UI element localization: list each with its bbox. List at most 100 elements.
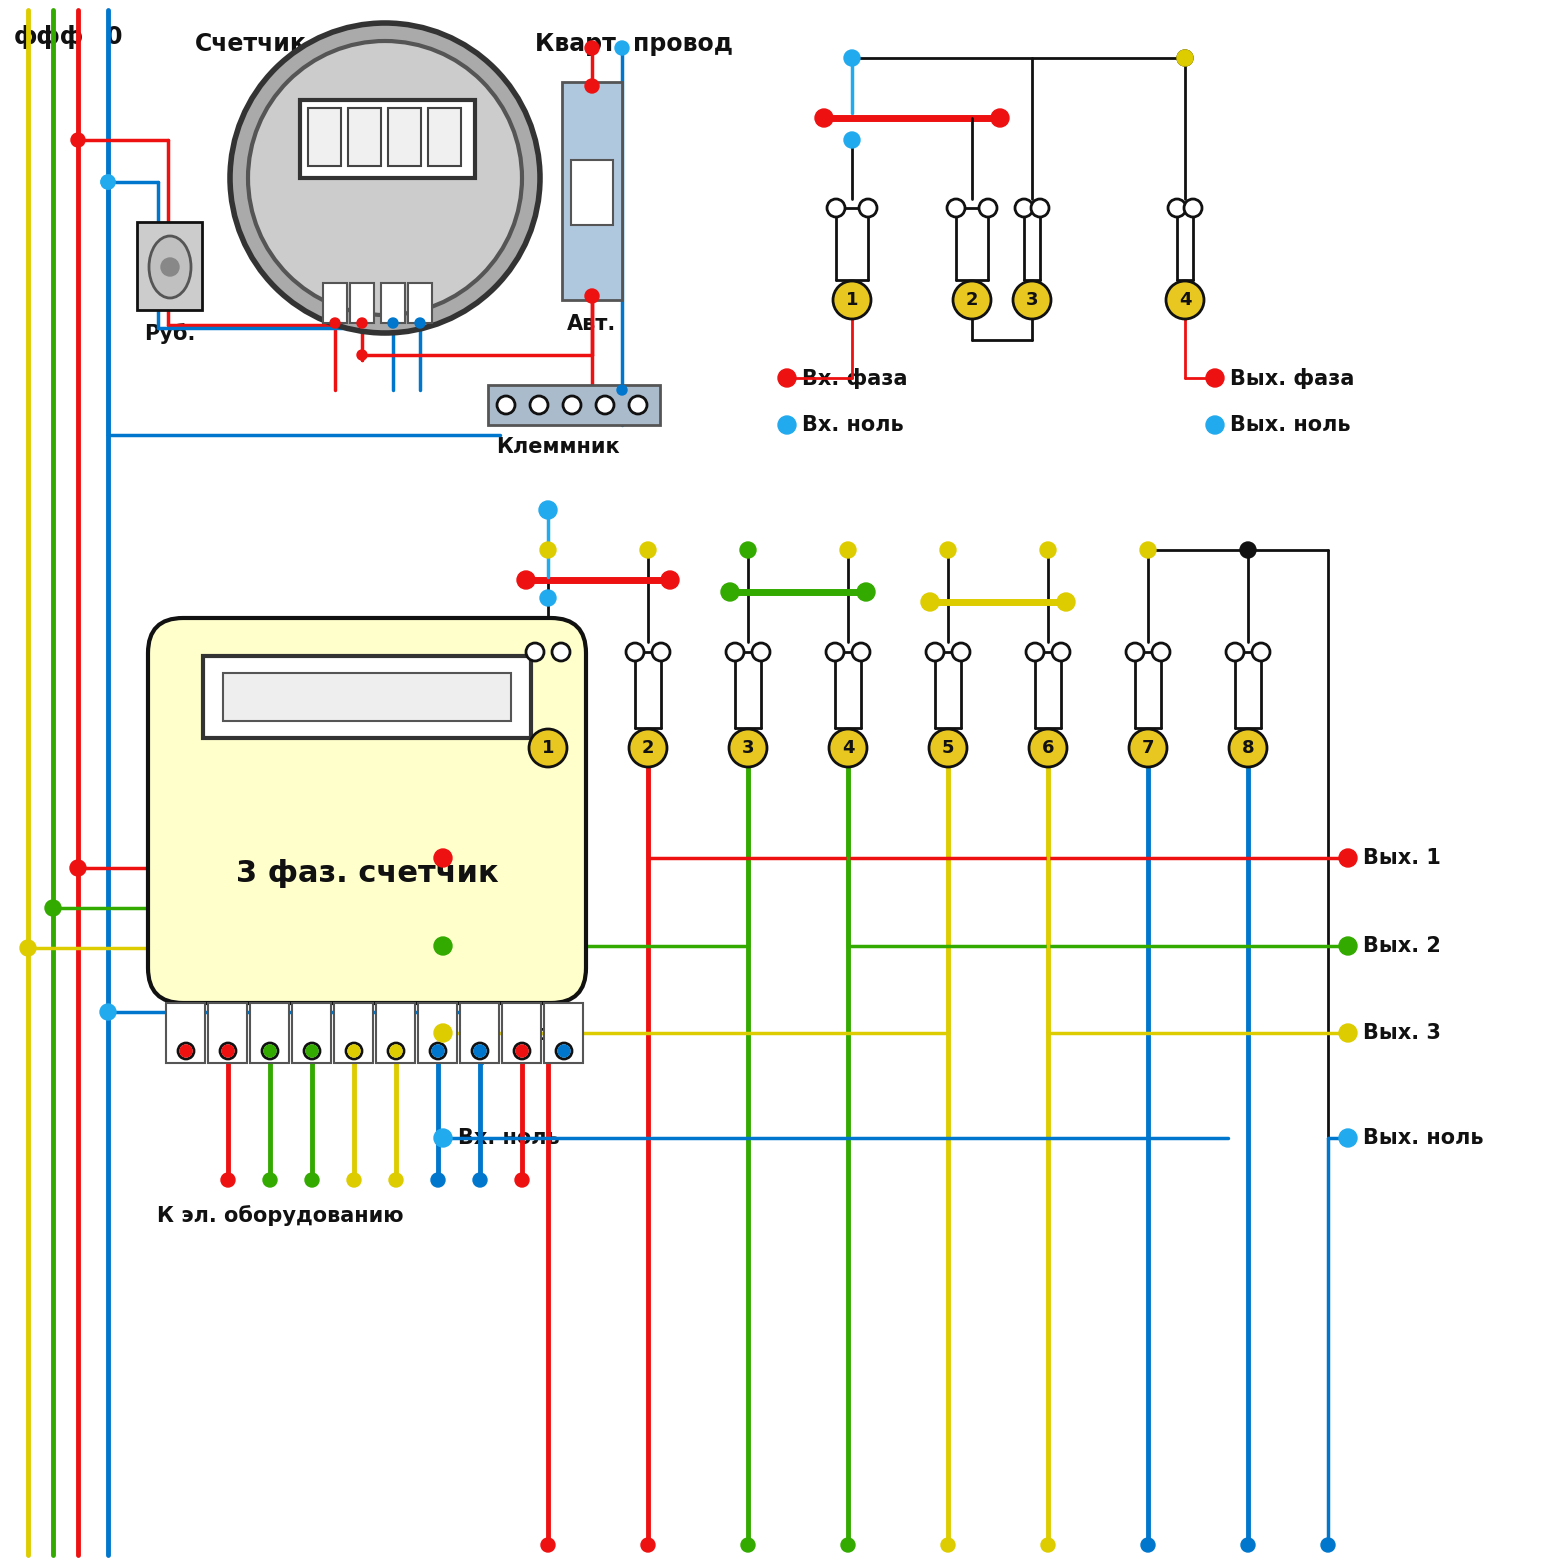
Circle shape [1184, 198, 1203, 217]
Circle shape [1242, 1538, 1254, 1552]
Circle shape [229, 23, 540, 332]
Circle shape [220, 1043, 236, 1058]
Text: 3: 3 [1026, 290, 1039, 309]
Circle shape [530, 396, 548, 414]
Text: 8: 8 [1242, 738, 1254, 757]
Circle shape [618, 386, 627, 395]
Circle shape [827, 198, 846, 217]
Circle shape [844, 133, 860, 148]
Circle shape [526, 643, 544, 660]
Text: Вых. 1: Вых. 1 [1363, 848, 1441, 868]
Bar [207, 1004, 246, 1063]
Circle shape [432, 1044, 445, 1057]
Circle shape [388, 318, 398, 328]
Circle shape [852, 643, 870, 660]
Circle shape [563, 396, 580, 414]
Circle shape [1206, 415, 1225, 434]
Circle shape [515, 1172, 529, 1186]
Circle shape [1129, 729, 1167, 766]
Text: Вых. 3: Вых. 3 [1363, 1022, 1441, 1043]
Circle shape [1321, 1538, 1335, 1552]
Circle shape [555, 1043, 573, 1058]
Circle shape [45, 901, 61, 916]
Circle shape [101, 175, 115, 189]
Bar [165, 1004, 204, 1063]
Circle shape [1140, 1538, 1154, 1552]
Bar [334, 1004, 373, 1063]
Text: К эл. оборудованию: К эл. оборудованию [156, 1205, 402, 1225]
Text: Клеммник: Клеммник [496, 437, 619, 457]
Circle shape [388, 1043, 404, 1058]
Circle shape [306, 1172, 318, 1186]
Circle shape [941, 1538, 955, 1552]
Circle shape [1016, 198, 1033, 217]
Circle shape [348, 1044, 360, 1057]
Circle shape [1226, 643, 1243, 660]
Bar [418, 1004, 457, 1063]
Circle shape [306, 1044, 318, 1057]
Text: Вых. ноль: Вых. ноль [1229, 415, 1351, 436]
Circle shape [434, 849, 452, 866]
Circle shape [626, 643, 644, 660]
Circle shape [652, 643, 669, 660]
Circle shape [179, 1044, 192, 1057]
Bar [427, 108, 462, 165]
Text: Вх. ноль: Вх. ноль [459, 1129, 560, 1147]
Circle shape [1041, 1538, 1055, 1552]
Circle shape [498, 396, 515, 414]
Circle shape [856, 582, 875, 601]
Text: 1: 1 [541, 738, 554, 757]
Circle shape [516, 1044, 527, 1057]
Circle shape [1151, 643, 1170, 660]
Circle shape [346, 1043, 362, 1058]
Text: 6: 6 [1042, 738, 1055, 757]
Circle shape [101, 175, 115, 189]
Circle shape [346, 1172, 360, 1186]
Circle shape [529, 729, 566, 766]
Circle shape [264, 1172, 278, 1186]
Bar [381, 283, 406, 323]
Circle shape [825, 643, 844, 660]
Circle shape [513, 1043, 530, 1058]
Circle shape [1031, 198, 1048, 217]
Bar [292, 1004, 331, 1063]
Circle shape [991, 109, 1009, 126]
Bar [562, 83, 622, 300]
Bar [349, 283, 374, 323]
Bar [460, 1004, 499, 1063]
Circle shape [100, 1004, 115, 1019]
Bar [137, 222, 201, 311]
Circle shape [596, 396, 615, 414]
Circle shape [615, 41, 629, 55]
Circle shape [473, 1043, 488, 1058]
Circle shape [20, 940, 36, 955]
Circle shape [641, 1538, 655, 1552]
Circle shape [839, 542, 856, 557]
Bar [203, 656, 530, 738]
Text: Счетчик: Счетчик [195, 31, 307, 56]
Text: 4: 4 [842, 738, 855, 757]
Circle shape [541, 1538, 555, 1552]
Circle shape [952, 643, 970, 660]
Bar [409, 283, 432, 323]
Text: 1: 1 [846, 290, 858, 309]
Circle shape [161, 258, 179, 276]
Circle shape [1030, 729, 1067, 766]
Circle shape [920, 593, 939, 610]
Circle shape [222, 1172, 236, 1186]
Circle shape [431, 1043, 446, 1058]
Text: 3: 3 [741, 738, 753, 757]
Circle shape [725, 643, 744, 660]
Circle shape [930, 729, 967, 766]
Text: Авт.: Авт. [568, 314, 616, 334]
Circle shape [558, 1044, 569, 1057]
Text: Кварт. провод: Кварт. провод [535, 31, 733, 56]
Text: 4: 4 [1179, 290, 1192, 309]
Circle shape [1176, 50, 1193, 66]
Circle shape [778, 415, 796, 434]
Circle shape [752, 643, 771, 660]
Circle shape [1051, 643, 1070, 660]
Circle shape [640, 542, 657, 557]
Bar [376, 1004, 415, 1063]
Circle shape [1012, 281, 1051, 318]
